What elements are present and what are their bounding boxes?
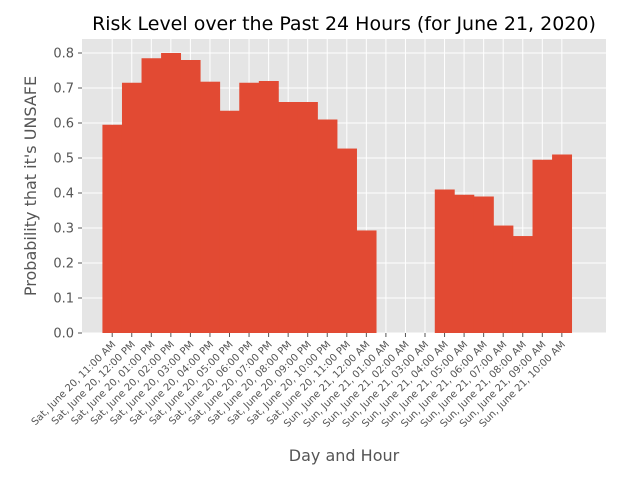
bar xyxy=(141,58,162,333)
bar xyxy=(434,189,455,333)
bar xyxy=(532,159,553,333)
bar xyxy=(493,225,514,333)
bar xyxy=(512,236,533,333)
bar xyxy=(219,110,240,333)
bar xyxy=(337,148,357,333)
y-tick-label: 0.7 xyxy=(53,82,74,97)
chart-title: Risk Level over the Past 24 Hours (for J… xyxy=(92,13,596,35)
y-axis-ticks: 0.0 0.1 0.2 0.3 0.4 0.5 0.6 0.7 0.8 xyxy=(53,47,82,342)
bar xyxy=(258,81,279,333)
bars xyxy=(102,53,573,333)
y-tick-label: 0.8 xyxy=(53,47,74,62)
y-axis-label: Probability that it's UNSAFE xyxy=(21,76,40,296)
bar xyxy=(278,102,299,333)
y-tick-label: 0.0 xyxy=(53,327,74,342)
bar xyxy=(473,196,494,333)
bar xyxy=(200,81,221,333)
y-tick-label: 0.1 xyxy=(53,292,74,307)
bar xyxy=(161,53,182,333)
bar xyxy=(297,102,318,333)
y-tick-label: 0.5 xyxy=(53,152,74,167)
bar xyxy=(239,82,260,333)
y-tick-label: 0.6 xyxy=(53,117,74,132)
bar xyxy=(552,154,573,333)
bar xyxy=(454,194,475,333)
bar xyxy=(317,119,338,333)
x-axis-label: Day and Hour xyxy=(289,446,400,465)
y-tick-label: 0.2 xyxy=(53,257,74,272)
bar xyxy=(121,82,142,333)
y-tick-label: 0.3 xyxy=(53,222,74,237)
bar xyxy=(356,230,377,333)
bar xyxy=(180,60,201,333)
y-tick-label: 0.4 xyxy=(53,187,74,202)
bar xyxy=(102,124,123,333)
